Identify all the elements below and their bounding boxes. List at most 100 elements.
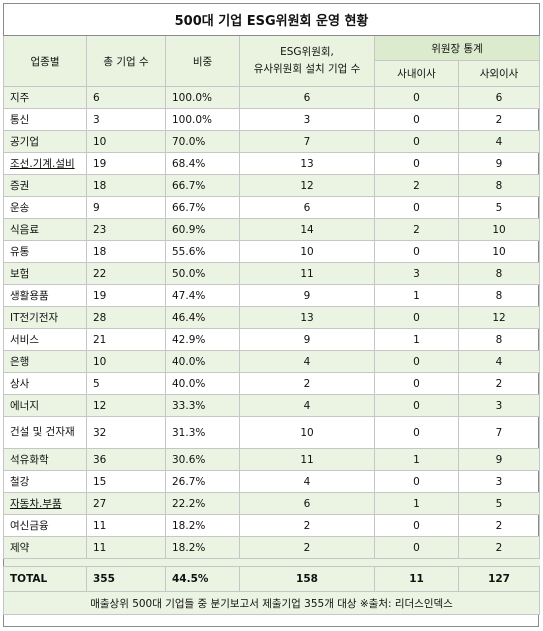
cell-outside-director: 2 [457,514,541,537]
cell-inside-director: 1 [374,492,459,515]
cell-esg-committee: 9 [239,284,375,307]
cell-outside-director: 8 [457,284,541,307]
spacer-row [3,558,540,567]
cell-esg-committee: 12 [239,174,375,197]
cell-ratio: 40.0% [165,350,240,373]
cell-industry: 서비스 [3,328,87,351]
cell-outside-director: 3 [457,394,541,417]
cell-outside-director: 5 [457,196,541,219]
cell-industry: 지주 [3,86,87,109]
cell-outside-director: 2 [457,372,541,395]
cell-outside-director: 3 [457,470,541,493]
cell-esg-committee: 11 [239,262,375,285]
cell-esg-committee: 6 [239,86,375,109]
cell-esg-committee: 4 [239,350,375,373]
cell-ratio: 42.9% [165,328,240,351]
header-esg-committee-line2: 유사위원회 설치 기업 수 [253,63,361,75]
cell-total-companies: 5 [86,372,166,395]
cell-outside-director: 10 [457,240,541,263]
cell-industry: 에너지 [3,394,87,417]
cell-industry: 상사 [3,372,87,395]
cell-inside-director: 2 [374,174,459,197]
cell-esg-committee: 3 [239,108,375,131]
cell-outside-director: 6 [457,86,541,109]
cell-esg-committee: 4 [239,394,375,417]
cell-outside-director: 8 [457,262,541,285]
header-ratio: 비중 [165,35,240,87]
cell-esg-committee: 11 [239,448,375,471]
cell-total-companies: 32 [86,416,166,449]
cell-outside-director: 2 [457,536,541,559]
cell-industry: 자동차.부품 [3,492,87,515]
cell-inside-director: 0 [374,196,459,219]
cell-ratio: 60.9% [165,218,240,241]
header-chair-stats: 위원장 통계 [373,35,541,61]
cell-inside-director: 0 [374,416,459,449]
table-row: 철강 15 26.7% 4 0 3 [3,470,541,493]
spacer-cell [3,558,87,567]
cell-total-companies: 10 [86,350,166,373]
cell-ratio: 26.7% [165,470,240,493]
cell-esg-committee: 10 [239,240,375,263]
cell-inside-director: 0 [374,514,459,537]
total-row: TOTAL 355 44.5% 158 11 127 [3,566,541,592]
header-inside-director: 사내이사 [374,60,459,87]
cell-ratio: 66.7% [165,196,240,219]
cell-esg-committee: 2 [239,372,375,395]
cell-industry: 석유화학 [3,448,87,471]
cell-total-companies: 11 [86,514,166,537]
cell-industry: 공기업 [3,130,87,153]
cell-ratio: 70.0% [165,130,240,153]
total-label: TOTAL [3,566,87,592]
cell-ratio: 18.2% [165,536,240,559]
cell-total-companies: 3 [86,108,166,131]
cell-total-companies: 23 [86,218,166,241]
table-row: 통신 3 100.0% 3 0 2 [3,108,541,131]
cell-esg-committee: 6 [239,492,375,515]
cell-inside-director: 0 [374,470,459,493]
cell-inside-director: 0 [374,130,459,153]
table-row: 생활용품 19 47.4% 9 1 8 [3,284,541,307]
cell-ratio: 68.4% [165,152,240,175]
header-industry: 업종별 [3,35,87,87]
table-row: 보험 22 50.0% 11 3 8 [3,262,541,285]
cell-outside-director: 8 [457,328,541,351]
table-row: IT전기전자 28 46.4% 13 0 12 [3,306,541,329]
cell-total-companies: 21 [86,328,166,351]
spacer-cell [374,558,459,567]
cell-inside-director: 0 [374,152,459,175]
cell-esg-committee: 13 [239,306,375,329]
spacer-cell [239,558,375,567]
cell-outside-director: 2 [457,108,541,131]
cell-outside-director: 7 [457,416,541,449]
cell-industry: 조선.기계.설비 [3,152,87,175]
cell-total-companies: 10 [86,130,166,153]
cell-inside-director: 1 [374,284,459,307]
cell-total-companies: 18 [86,240,166,263]
cell-total-companies: 15 [86,470,166,493]
cell-inside-director: 0 [374,350,459,373]
cell-ratio: 18.2% [165,514,240,537]
cell-ratio: 46.4% [165,306,240,329]
cell-outside-director: 9 [457,152,541,175]
table-row: 지주 6 100.0% 6 0 6 [3,86,541,109]
cell-industry: 증권 [3,174,87,197]
cell-esg-committee: 2 [239,514,375,537]
total-inside-director: 11 [374,566,459,592]
header-esg-committee-line1: ESG위원회, [280,46,334,58]
cell-ratio: 31.3% [165,416,240,449]
cell-total-companies: 22 [86,262,166,285]
footnote: 매출상위 500대 기업들 중 분기보고서 제출기업 355개 대상 ※출처: … [2,591,541,615]
cell-industry: 보험 [3,262,87,285]
cell-outside-director: 12 [457,306,541,329]
cell-ratio: 47.4% [165,284,240,307]
cell-industry: 은행 [3,350,87,373]
footnote-row: 매출상위 500대 기업들 중 분기보고서 제출기업 355개 대상 ※출처: … [2,591,541,615]
table-row: 건설 및 건자재 32 31.3% 10 0 7 [3,416,541,449]
cell-esg-committee: 10 [239,416,375,449]
cell-inside-director: 0 [374,394,459,417]
cell-industry: 유통 [3,240,87,263]
table-row: 식음료 23 60.9% 14 2 10 [3,218,541,241]
spacer-cell [165,558,240,567]
cell-total-companies: 11 [86,536,166,559]
